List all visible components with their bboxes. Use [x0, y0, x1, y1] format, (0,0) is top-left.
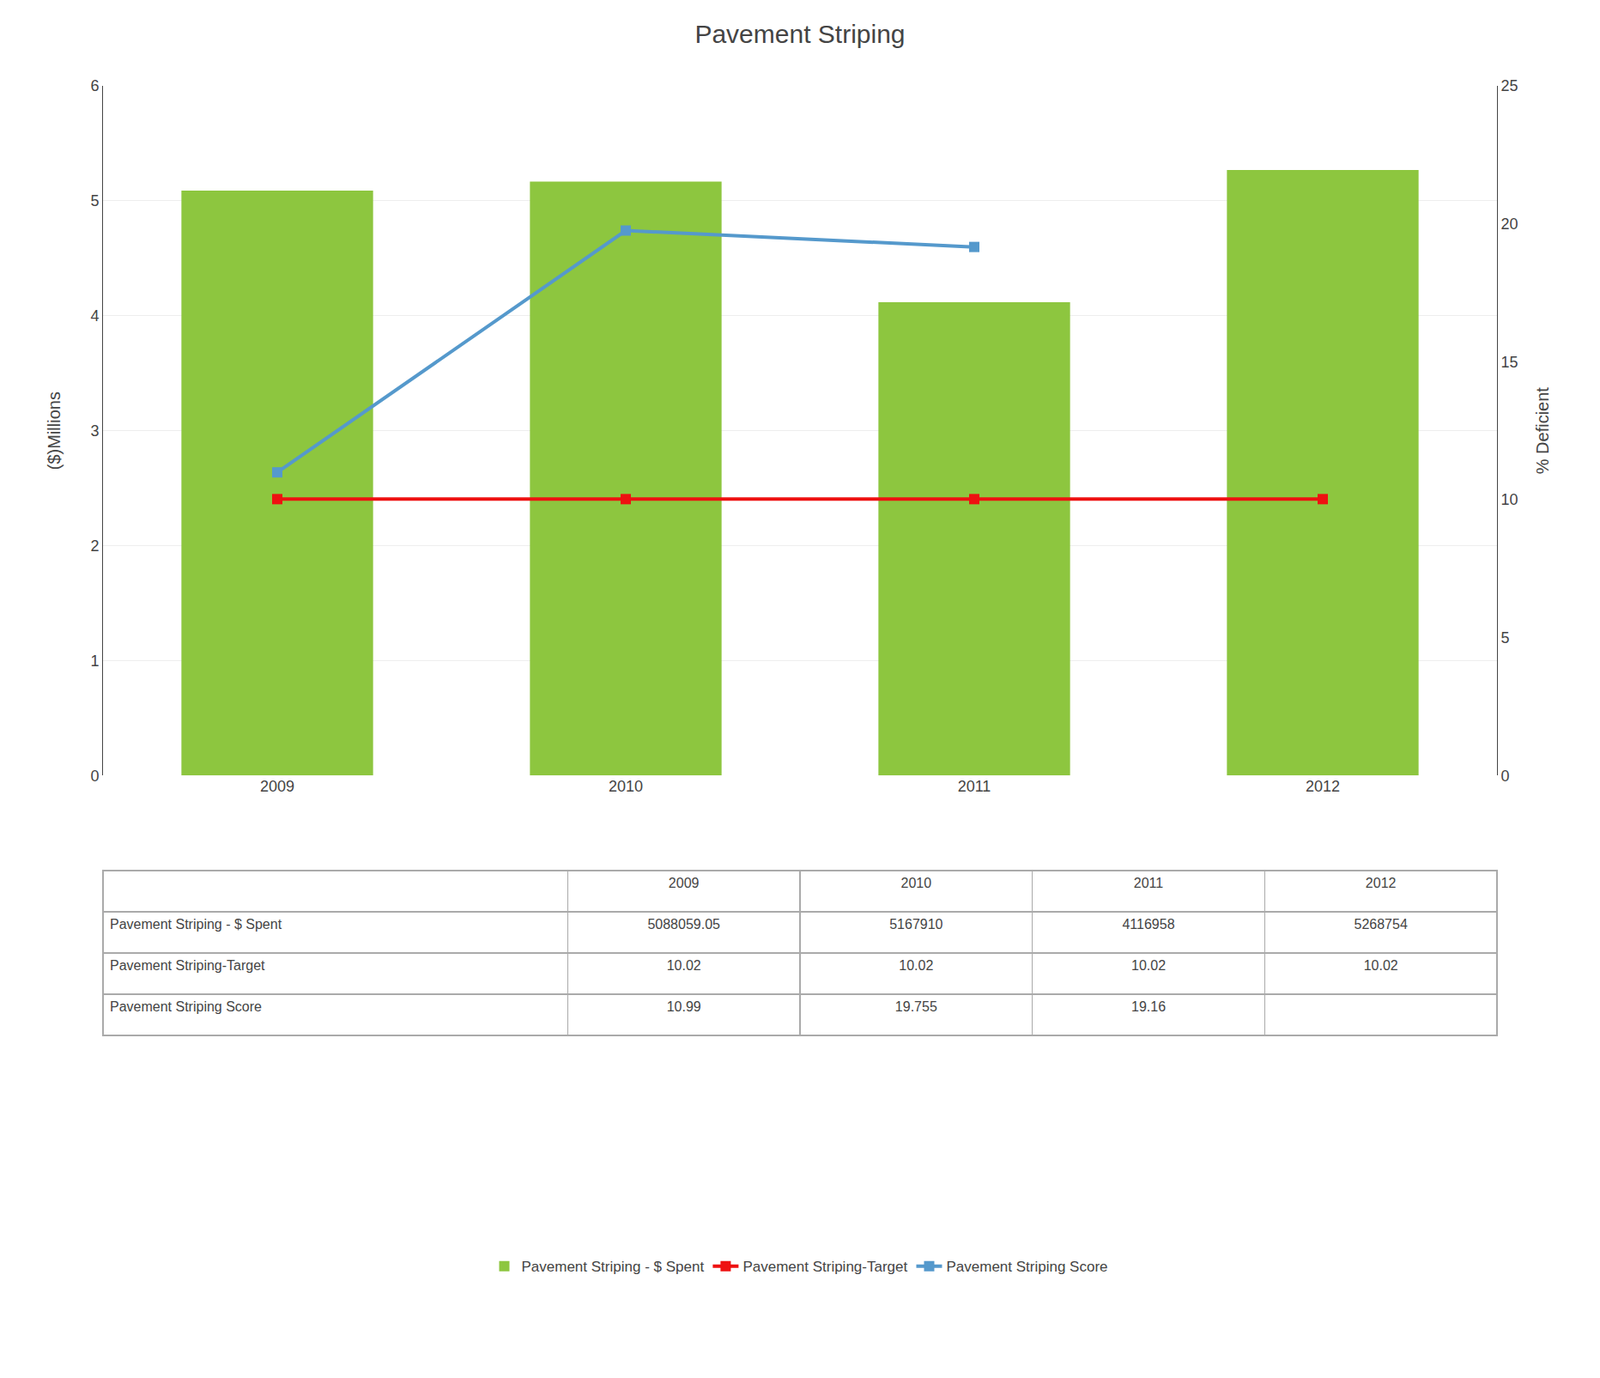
svg-text:2011: 2011: [957, 777, 992, 795]
svg-text:20: 20: [1501, 215, 1519, 233]
svg-text:0: 0: [90, 767, 99, 785]
svg-text:2011: 2011: [1133, 875, 1164, 891]
svg-text:5167910: 5167910: [889, 916, 943, 932]
svg-text:10.02: 10.02: [666, 957, 702, 973]
svg-text:5: 5: [1501, 629, 1510, 647]
svg-text:6: 6: [90, 77, 99, 95]
svg-text:4116958: 4116958: [1121, 916, 1175, 932]
svg-text:Pavement Striping Score: Pavement Striping Score: [109, 999, 262, 1014]
svg-text:1: 1: [90, 652, 99, 670]
svg-text:Pavement Striping - $ Spent: Pavement Striping - $ Spent: [521, 1258, 705, 1275]
svg-text:2012: 2012: [1365, 875, 1397, 891]
svg-text:10.99: 10.99: [666, 999, 702, 1014]
svg-text:2009: 2009: [668, 875, 700, 891]
svg-text:2010: 2010: [901, 875, 933, 891]
svg-text:($)Millions: ($)Millions: [44, 391, 64, 470]
svg-text:10: 10: [1501, 490, 1519, 509]
svg-text:19.16: 19.16: [1131, 999, 1166, 1014]
svg-text:% Deficient: % Deficient: [1533, 387, 1552, 475]
svg-text:4: 4: [90, 307, 99, 325]
svg-text:2: 2: [90, 537, 99, 555]
svg-text:19.755: 19.755: [895, 999, 938, 1014]
svg-text:25: 25: [1501, 77, 1519, 95]
svg-text:Pavement Striping Score: Pavement Striping Score: [945, 1258, 1108, 1275]
svg-text:0: 0: [1501, 767, 1510, 785]
svg-text:5: 5: [90, 192, 99, 210]
svg-text:10.02: 10.02: [898, 957, 934, 973]
svg-text:10.02: 10.02: [1363, 957, 1399, 973]
svg-text:3: 3: [90, 422, 99, 440]
svg-text:5268754: 5268754: [1354, 916, 1408, 932]
svg-text:2012: 2012: [1305, 777, 1340, 795]
svg-text:10.02: 10.02: [1131, 957, 1166, 973]
svg-text:2009: 2009: [260, 777, 295, 795]
svg-text:Pavement Striping - $ Spent: Pavement Striping - $ Spent: [109, 916, 283, 932]
svg-text:5088059.05: 5088059.05: [647, 916, 721, 932]
svg-text:Pavement Striping: Pavement Striping: [694, 19, 905, 49]
svg-text:Pavement Striping-Target: Pavement Striping-Target: [742, 1258, 908, 1275]
svg-text:Pavement Striping-Target: Pavement Striping-Target: [109, 957, 266, 973]
svg-text:15: 15: [1501, 353, 1519, 371]
svg-text:2010: 2010: [608, 777, 643, 795]
